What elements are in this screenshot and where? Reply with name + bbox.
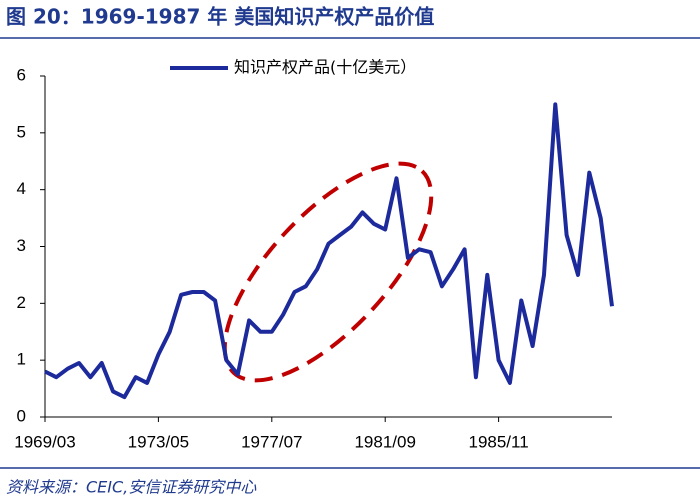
x-tick-label: 1985/11 <box>468 432 528 451</box>
legend-label: 知识产权产品(十亿美元） <box>234 58 416 77</box>
y-tick-label: 0 <box>17 406 26 425</box>
chart-title: 图 20：1969-1987 年 美国知识产权产品价值 <box>6 5 434 29</box>
x-tick-label: 1969/03 <box>14 432 75 451</box>
y-tick-label: 3 <box>17 236 26 255</box>
y-tick-label: 4 <box>17 179 26 198</box>
y-tick-label: 2 <box>17 293 26 312</box>
source: 资料来源：CEIC,安信证券研究中心 <box>6 478 257 497</box>
highlight-ellipse <box>222 161 434 383</box>
series-line <box>44 102 614 400</box>
y-tick-label: 5 <box>17 122 26 141</box>
y-tick-label: 1 <box>17 350 26 369</box>
y-tick-label: 6 <box>17 65 26 84</box>
x-tick-label: 1981/09 <box>354 432 415 451</box>
x-tick-label: 1973/05 <box>128 432 189 451</box>
x-tick-label: 1977/07 <box>241 432 302 451</box>
